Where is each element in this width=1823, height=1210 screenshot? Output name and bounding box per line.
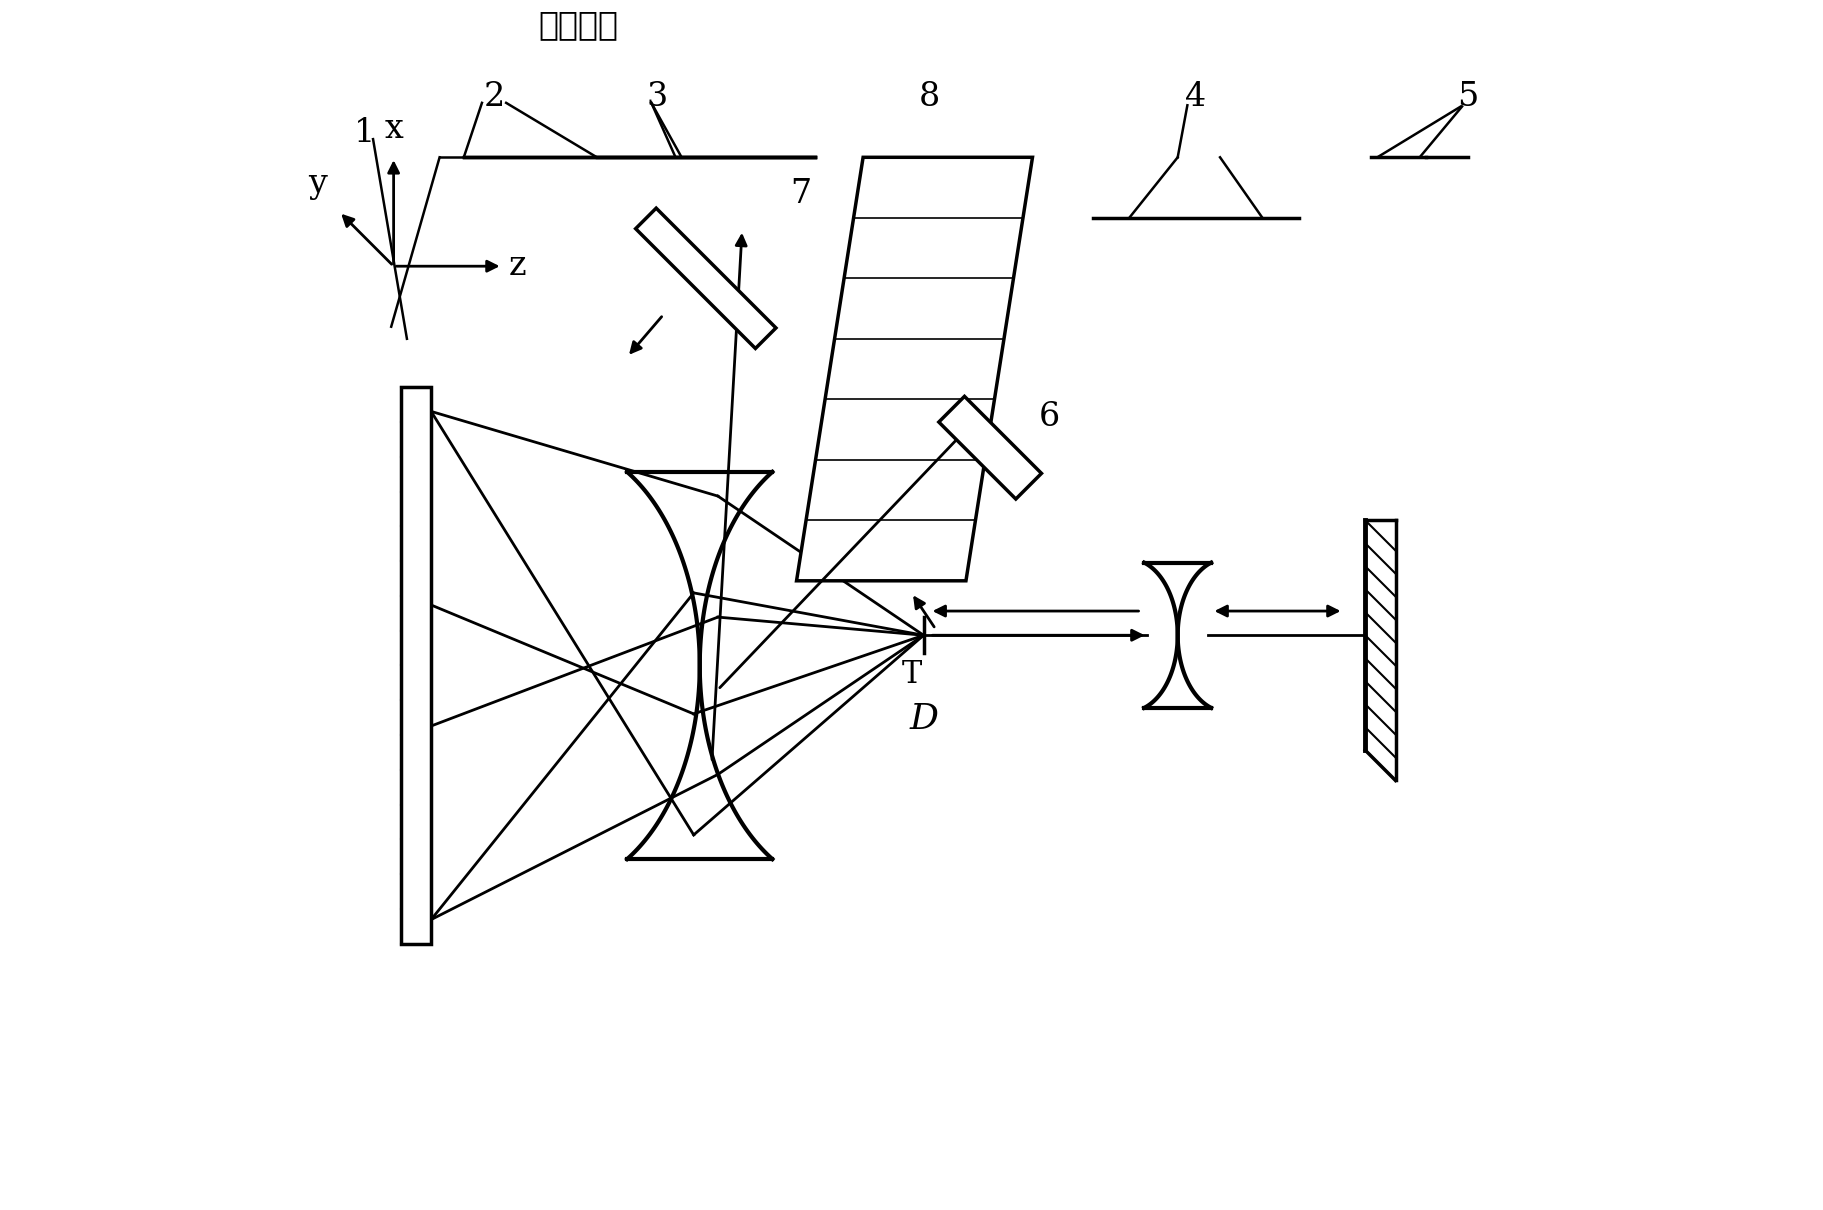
Text: 6: 6	[1039, 402, 1059, 433]
Text: 1: 1	[354, 117, 376, 149]
Text: y: y	[308, 168, 326, 200]
Text: 输出激光: 输出激光	[540, 7, 618, 41]
Text: T: T	[901, 659, 922, 691]
Polygon shape	[797, 157, 1032, 581]
Text: z: z	[509, 250, 527, 282]
Text: 7: 7	[791, 178, 811, 209]
Polygon shape	[636, 208, 777, 348]
Text: x: x	[385, 114, 403, 145]
Polygon shape	[939, 397, 1041, 499]
Text: 5: 5	[1457, 81, 1478, 113]
Text: 2: 2	[483, 81, 505, 113]
Text: D: D	[910, 702, 939, 736]
Text: 3: 3	[647, 81, 667, 113]
Text: 8: 8	[919, 81, 941, 113]
Bar	[401, 387, 430, 944]
Text: 4: 4	[1185, 81, 1207, 113]
